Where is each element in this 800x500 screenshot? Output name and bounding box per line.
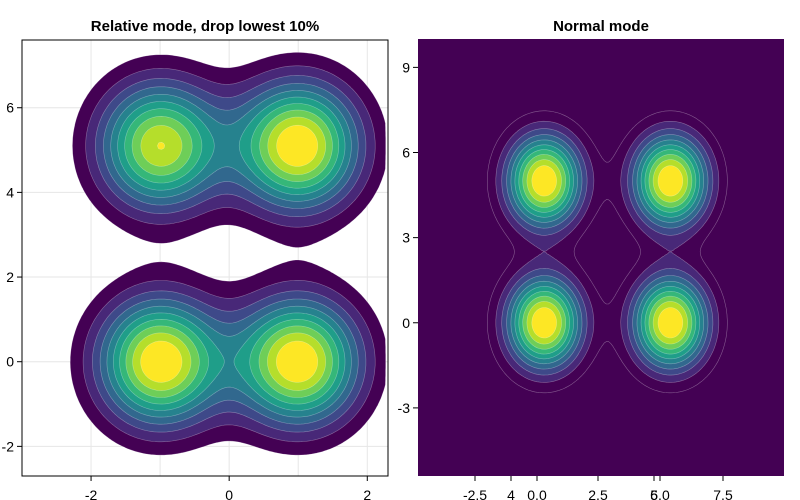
y-tick-label: 9 bbox=[402, 59, 410, 75]
x-tick-label: -2 bbox=[85, 487, 98, 500]
left-plot-contours bbox=[69, 52, 386, 456]
y-tick-label: 0 bbox=[402, 315, 410, 331]
left-plot: Relative mode, drop lowest 10% -2 0 2 4 6 -2 0… bbox=[2, 18, 389, 500]
right-plot-contours bbox=[418, 39, 784, 476]
x-tick-label: 6 bbox=[650, 487, 658, 500]
left-plot-title: Relative mode, drop lowest 10% bbox=[91, 18, 319, 35]
y-tick-label: 6 bbox=[6, 100, 14, 116]
contour-level-10 bbox=[531, 165, 684, 339]
x-tick-label: -2.5 bbox=[463, 487, 487, 500]
left-plot-ticks: -2 0 2 4 6 -2 0 2 bbox=[2, 100, 372, 500]
right-plot-background bbox=[418, 39, 784, 476]
y-tick-label: -2 bbox=[2, 438, 15, 454]
x-tick-label: 5.0 bbox=[650, 487, 670, 500]
right-plot-title: Normal mode bbox=[553, 18, 649, 35]
contour-level-7 bbox=[518, 149, 697, 355]
x-tick-label: 0.0 bbox=[527, 487, 547, 500]
x-tick-label: 0 bbox=[225, 487, 233, 500]
y-tick-label: 2 bbox=[6, 269, 14, 285]
x-tick-label: 2 bbox=[363, 487, 371, 500]
left-plot-frame bbox=[21, 39, 389, 477]
contour-level-10 bbox=[140, 124, 319, 383]
x-tick-label: 2.5 bbox=[588, 487, 608, 500]
y-tick-label: -3 bbox=[398, 400, 411, 416]
y-tick-label: 6 bbox=[402, 145, 410, 161]
x-tick-label: 4 bbox=[507, 487, 515, 500]
y-tick-label: 3 bbox=[402, 230, 410, 246]
x-tick-label: 7.5 bbox=[713, 487, 733, 500]
y-tick-label: 4 bbox=[6, 184, 14, 200]
y-tick-label: 0 bbox=[6, 354, 14, 370]
